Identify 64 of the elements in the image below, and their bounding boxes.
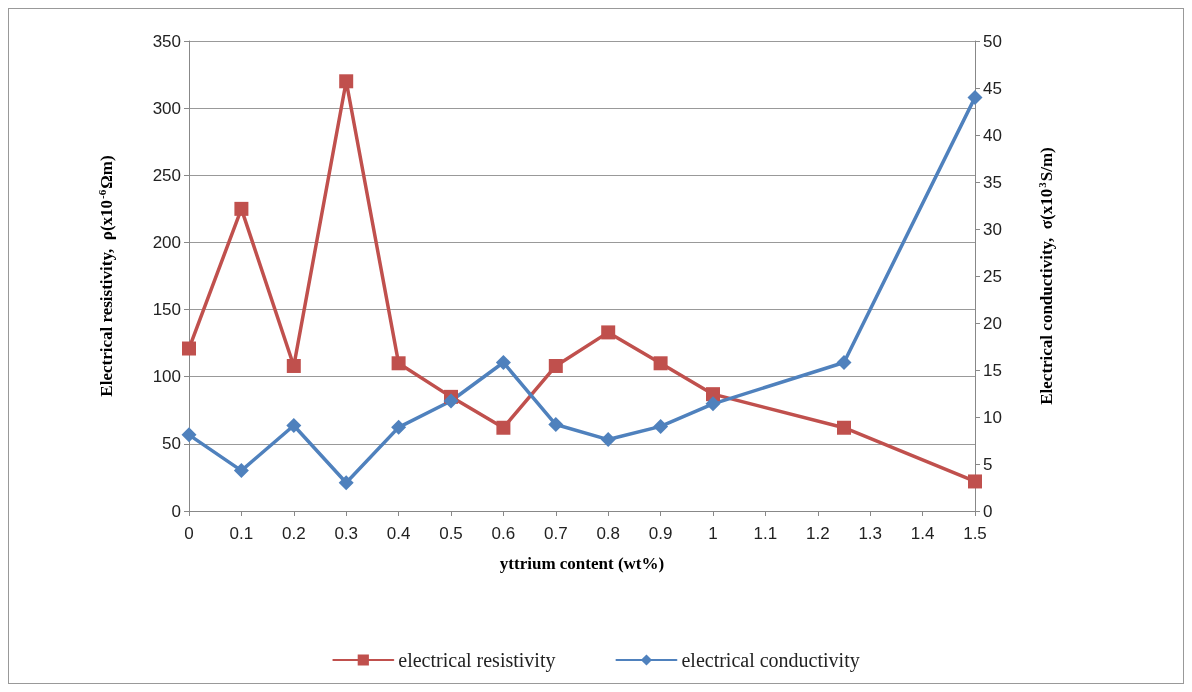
y-tick-label: 350 (152, 31, 181, 51)
y2-tick-label: 10 (983, 407, 1002, 427)
x-axis-title: yttrium content (wt%) (499, 554, 665, 573)
x-tick-label: 0.5 (439, 524, 463, 543)
y2-tick-label: 50 (983, 31, 1002, 51)
y-axis-title: Electrical resistivity, ρ(x10-6Ωm) (96, 155, 116, 397)
y-tick-label: 300 (152, 98, 181, 118)
x-tick-label: 1.4 (910, 524, 935, 543)
x-tick-label: 1.5 (963, 524, 987, 543)
x-tick-label: 1.1 (753, 524, 778, 543)
point (443, 393, 459, 409)
x-tick-label: 0.4 (386, 524, 411, 543)
x-tick-label: 0.2 (281, 524, 306, 543)
y2-tick-label: 15 (983, 360, 1002, 380)
point (286, 417, 302, 433)
x-tick-label: 0 (184, 524, 194, 543)
y-tick-label: 150 (152, 300, 181, 320)
x-tick-label: 1.2 (805, 524, 830, 543)
x-tick-label: 1 (708, 524, 718, 543)
x-tick-label: 0.1 (229, 524, 254, 543)
point (548, 358, 563, 373)
legend-label: electrical conductivity (681, 649, 860, 672)
y2-tick-label: 25 (983, 266, 1002, 286)
point (233, 463, 249, 479)
point (496, 420, 511, 435)
point (601, 325, 616, 340)
point (653, 418, 669, 434)
point (968, 474, 982, 489)
y-tick-label: 200 (152, 232, 181, 252)
y2-tick-label: 45 (983, 78, 1002, 98)
y2-axis-title: Electrical conductivity, σ(x103S/m) (1036, 147, 1056, 405)
x-tick-label: 0.7 (543, 524, 568, 543)
y2-tick-label: 40 (983, 125, 1002, 145)
x-tick-label: 0.3 (334, 524, 359, 543)
x-tick-label: 0.8 (596, 524, 621, 543)
y2-tick-label: 20 (983, 313, 1002, 333)
x-tick-label: 1.3 (858, 524, 883, 543)
y-tick-label: 250 (152, 165, 181, 185)
x-tick-label: 0.6 (491, 524, 516, 543)
point (286, 358, 301, 373)
point (967, 89, 983, 105)
point (600, 432, 616, 448)
y-tick-label: 100 (152, 367, 181, 387)
x-tick-label: 0.9 (648, 524, 673, 543)
point (182, 341, 196, 356)
y-tick-label: 50 (162, 434, 181, 454)
y2-tick-label: 5 (983, 454, 993, 474)
point (391, 419, 407, 435)
point (837, 420, 851, 435)
y2-tick-label: 30 (983, 219, 1002, 239)
point (391, 356, 406, 371)
y2-tick-label: 35 (983, 172, 1002, 192)
point (234, 201, 249, 216)
point (338, 475, 354, 491)
point (836, 354, 852, 370)
point (339, 74, 354, 89)
y2-tick-label: 0 (983, 501, 993, 521)
point (495, 354, 511, 370)
legend-label: electrical resistivity (398, 649, 556, 672)
point (705, 396, 721, 412)
point (653, 356, 668, 371)
point (181, 427, 197, 443)
y-tick-label: 0 (171, 501, 181, 521)
point (548, 417, 564, 433)
